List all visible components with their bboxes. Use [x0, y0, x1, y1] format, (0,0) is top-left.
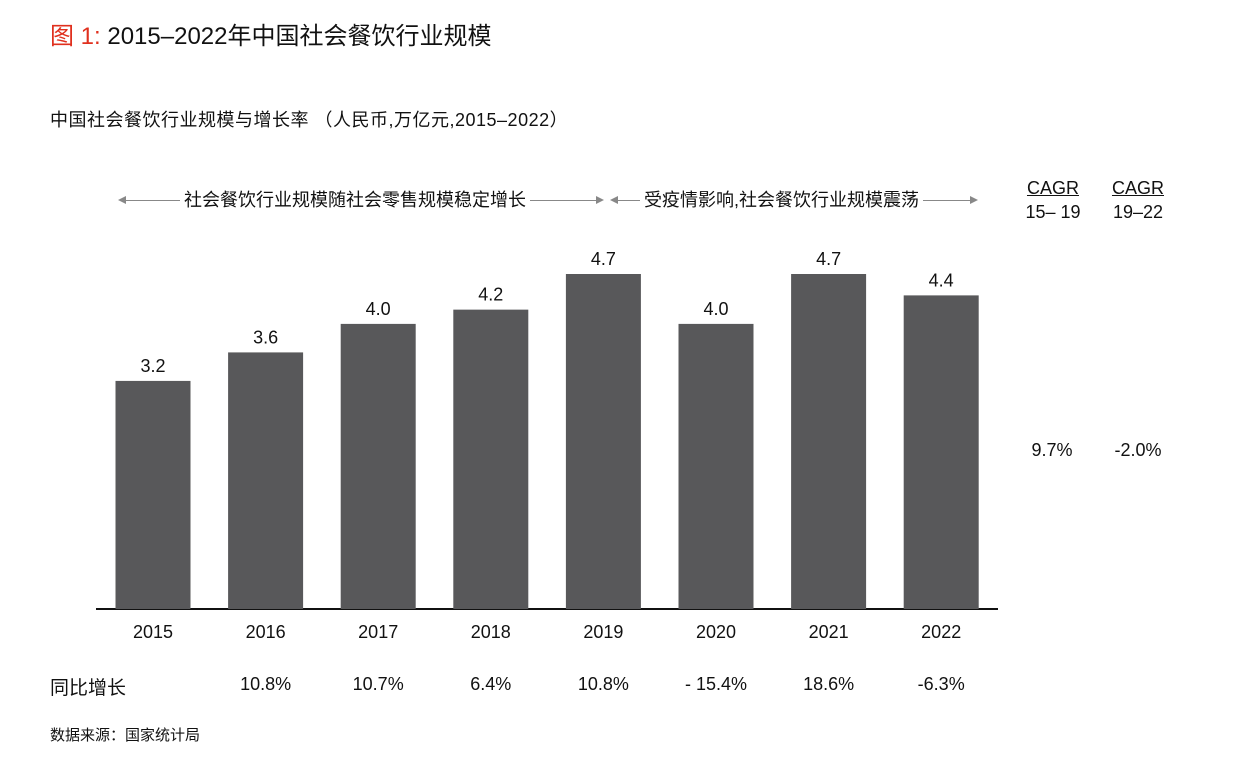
growth-value-2017: 10.7%: [352, 674, 404, 694]
bar-2022: [903, 295, 979, 609]
x-tick-label-2015: 2015: [133, 622, 173, 642]
x-tick-label-2017: 2017: [358, 622, 398, 642]
arrow-left-icon: [610, 196, 618, 204]
data-label-2017: 4.0: [366, 299, 391, 319]
period-text: 社会餐饮行业规模随社会零售规模稳定增长: [180, 188, 530, 212]
bar-2018: [453, 309, 529, 609]
arrow-left-icon: [118, 196, 126, 204]
growth-value-2020: - 15.4%: [684, 674, 748, 694]
growth-value-2018: 6.4%: [470, 674, 512, 694]
bar-2016: [228, 352, 304, 609]
bar-2015: [115, 380, 191, 609]
bar-2020: [678, 323, 754, 609]
x-tick-label-2020: 2020: [696, 622, 736, 642]
data-source: 数据来源：国家统计局: [50, 727, 201, 744]
figure-label: 图 1:: [50, 23, 101, 50]
period-text: 受疫情影响,社会餐饮行业规模震荡: [640, 188, 923, 212]
bar-2019: [565, 274, 641, 609]
period-annotation-growth: 社会餐饮行业规模随社会零售规模稳定增长: [118, 188, 604, 214]
cagr-header-15-19: CAGR 15– 19: [1013, 176, 1093, 224]
data-label-2019: 4.7: [591, 249, 616, 269]
cagr-range: 19–22: [1112, 202, 1164, 222]
bar-2017: [340, 323, 416, 609]
growth-value-2022: -6.3%: [917, 674, 965, 694]
growth-value-2019: 10.8%: [577, 674, 629, 694]
cagr-header-19-22: CAGR 19–22: [1098, 176, 1178, 224]
period-annotation-covid: 受疫情影响,社会餐饮行业规模震荡: [610, 188, 978, 214]
data-label-2022: 4.4: [929, 270, 954, 290]
arrow-right-icon: [596, 196, 604, 204]
x-tick-label-2022: 2022: [921, 622, 961, 642]
x-tick-label-2019: 2019: [583, 622, 623, 642]
data-label-2016: 3.6: [253, 327, 278, 347]
x-tick-label-2018: 2018: [471, 622, 511, 642]
bar-2021: [791, 274, 867, 609]
x-tick-label-2016: 2016: [246, 622, 286, 642]
growth-value-2016: 10.8%: [240, 674, 292, 694]
arrow-right-icon: [970, 196, 978, 204]
cagr-value-19-22: -2.0%: [1114, 440, 1162, 460]
growth-value-2021: 18.6%: [803, 674, 855, 694]
data-label-2021: 4.7: [816, 249, 841, 269]
cagr-header-label: CAGR: [1026, 178, 1079, 198]
data-label-2015: 3.2: [140, 356, 165, 376]
cagr-value-15-19: 9.7%: [1031, 440, 1073, 460]
cagr-header-label: CAGR: [1111, 178, 1164, 198]
figure-title: 图 1: 2015–2022年中国社会餐饮行业规模: [50, 16, 492, 51]
figure-title-text: 2015–2022年中国社会餐饮行业规模: [107, 23, 492, 50]
data-label-2020: 4.0: [703, 299, 728, 319]
data-label-2018: 4.2: [478, 285, 503, 305]
cagr-range: 15– 19: [1025, 202, 1081, 222]
growth-row-label: 同比增长: [50, 678, 127, 699]
chart-subtitle: 中国社会餐饮行业规模与增长率 （人民币,万亿元,2015–2022）: [50, 110, 569, 130]
x-tick-label-2021: 2021: [809, 622, 849, 642]
